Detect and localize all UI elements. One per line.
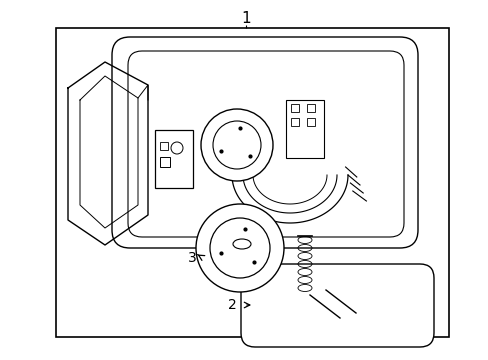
Bar	[155, 130, 193, 188]
Text: 1: 1	[241, 10, 250, 26]
Bar	[306, 104, 314, 112]
Text: 3: 3	[187, 251, 196, 265]
Circle shape	[201, 109, 272, 181]
Circle shape	[196, 204, 284, 292]
Bar	[160, 157, 170, 167]
Bar	[290, 104, 298, 112]
Bar	[306, 118, 314, 126]
FancyBboxPatch shape	[241, 264, 433, 347]
Bar	[160, 142, 168, 150]
Text: 2: 2	[227, 298, 236, 312]
Bar	[56, 28, 448, 337]
Bar	[290, 118, 298, 126]
Bar	[285, 100, 324, 158]
